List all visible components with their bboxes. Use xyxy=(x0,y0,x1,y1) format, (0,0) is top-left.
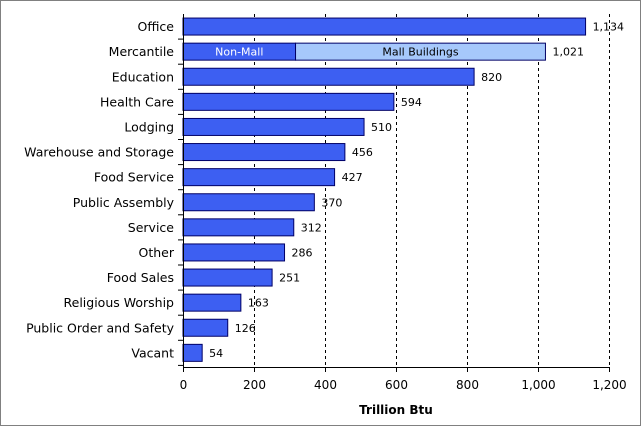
x-tick-label: 600 xyxy=(385,378,408,392)
category-label: Public Order and Safety xyxy=(26,320,175,335)
segment-label: Mall Buildings xyxy=(382,46,458,59)
category-label: Food Service xyxy=(94,170,174,185)
data-label: 370 xyxy=(321,196,342,209)
x-tick-label: 1,000 xyxy=(521,378,555,392)
data-label: 126 xyxy=(235,322,256,335)
bar-segment-mall-buildings xyxy=(295,42,546,61)
bar-other xyxy=(182,243,286,262)
category-label: Office xyxy=(138,19,175,34)
data-label: 312 xyxy=(301,221,322,234)
data-label: 163 xyxy=(248,297,269,310)
data-label: 427 xyxy=(342,171,363,184)
bar-religious-worship xyxy=(182,293,242,312)
bar-education xyxy=(182,67,475,86)
category-label: Service xyxy=(128,220,175,235)
category-label: Vacant xyxy=(131,345,174,360)
data-label: 510 xyxy=(371,121,392,134)
bar-food-sales xyxy=(182,268,273,287)
data-label: 251 xyxy=(279,272,300,285)
data-label: 456 xyxy=(352,146,373,159)
category-label: Mercantile xyxy=(109,44,175,59)
category-label: Warehouse and Storage xyxy=(24,145,174,160)
data-label: 820 xyxy=(481,71,502,84)
gridlines xyxy=(254,14,610,367)
x-tick-label: 1,200 xyxy=(592,378,626,392)
data-label: 286 xyxy=(292,246,313,259)
category-label: Health Care xyxy=(100,94,174,109)
x-tick-label: 200 xyxy=(243,378,266,392)
category-label: Public Assembly xyxy=(73,195,175,210)
bar-service xyxy=(182,218,295,237)
x-tick-label: 0 xyxy=(180,378,188,392)
category-label: Religious Worship xyxy=(64,295,175,310)
bar-food-service xyxy=(182,168,336,187)
category-label: Lodging xyxy=(124,119,174,134)
bar-public-order-and-safety xyxy=(182,318,229,337)
axes: 0 200 400 600 800 1,000 1,200 Office Mercantile E… xyxy=(24,14,627,392)
data-label: 594 xyxy=(401,96,422,109)
bar-vacant xyxy=(182,343,203,362)
category-label: Education xyxy=(112,69,174,84)
data-label: 1,134 xyxy=(593,21,625,34)
category-label: Food Sales xyxy=(107,270,174,285)
bar-warehouse-and-storage xyxy=(182,143,346,162)
x-tick-label: 800 xyxy=(456,378,479,392)
segment-label: Non-Mall xyxy=(215,46,263,59)
x-tick-label: 400 xyxy=(314,378,337,392)
category-label: Other xyxy=(139,245,175,260)
bar-lodging xyxy=(182,117,365,136)
x-axis-title: Trillion Btu xyxy=(359,403,433,417)
data-label: 54 xyxy=(209,347,223,360)
bars: 1,134 Non-Mall Mall Buildings 1,021 820 594 51… xyxy=(182,17,625,362)
bar-health-care xyxy=(182,92,395,111)
bar-office xyxy=(182,17,587,36)
data-label: 1,021 xyxy=(552,46,584,59)
bar-public-assembly xyxy=(182,193,315,212)
